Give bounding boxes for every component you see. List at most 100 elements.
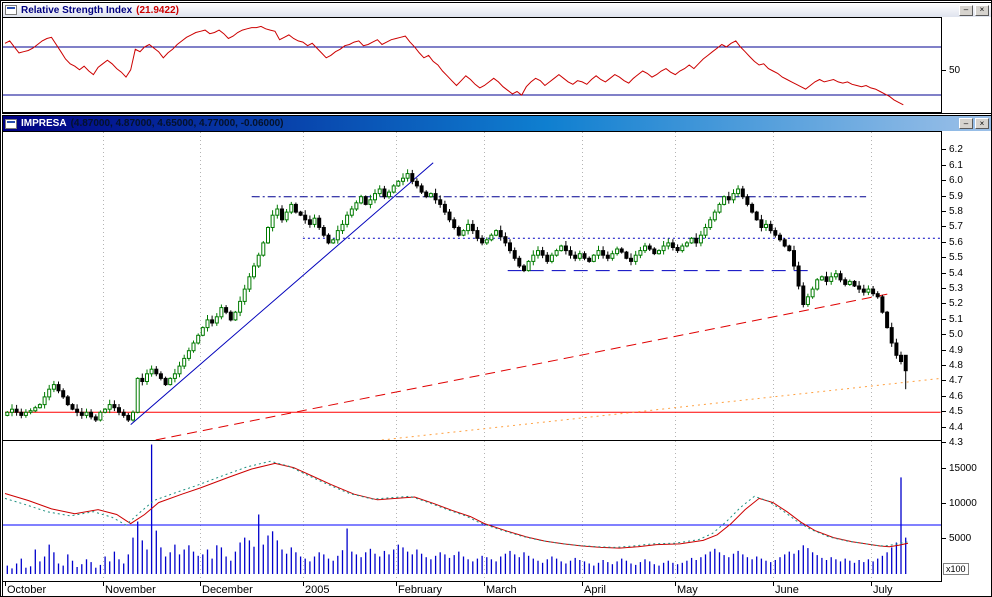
- candle: [889, 327, 894, 344]
- candle: [19, 411, 24, 416]
- price-volume-axis: x100 6.2 6.1 6.0 5.9 5.8 5.7 5.6 5.5 5.4 5.3 5.2 5.…: [942, 116, 991, 596]
- axis-tick: [942, 380, 946, 381]
- candle: [280, 208, 284, 221]
- candle: [252, 265, 256, 278]
- month-label: May: [677, 584, 698, 596]
- candle: [140, 377, 145, 382]
- uptrend-orange-dotted: [377, 377, 941, 440]
- candle: [829, 276, 834, 282]
- candle: [103, 408, 108, 413]
- candle: [317, 217, 322, 228]
- axis-tick: [942, 196, 946, 197]
- close-button[interactable]: ×: [975, 118, 989, 129]
- window-controls: – ×: [959, 4, 989, 16]
- candle: [154, 368, 159, 375]
- price-axis-label: 5.9: [949, 191, 963, 202]
- candle: [652, 248, 657, 255]
- candlestick-chart[interactable]: [3, 132, 941, 440]
- candle: [145, 373, 149, 383]
- x-axis-tick: [582, 582, 583, 586]
- x-axis-tick: [871, 582, 872, 586]
- candle: [843, 279, 848, 285]
- candle: [894, 342, 899, 356]
- candle: [522, 265, 526, 272]
- volume-unit-label: x100: [943, 563, 969, 575]
- month-label: July: [873, 584, 893, 596]
- candle: [587, 257, 592, 262]
- axis-tick: [942, 538, 946, 539]
- candle: [419, 185, 424, 193]
- volume-chart[interactable]: [3, 441, 941, 581]
- candle: [303, 214, 308, 221]
- month-label: November: [105, 584, 156, 596]
- candle: [107, 404, 112, 410]
- candle: [833, 273, 838, 278]
- candle: [517, 257, 522, 267]
- candle: [773, 230, 778, 236]
- candle: [387, 191, 391, 198]
- candle: [126, 414, 131, 421]
- candle: [717, 203, 722, 213]
- x-axis-tick: [396, 582, 397, 586]
- axis-tick: [942, 365, 946, 366]
- candle: [722, 196, 727, 205]
- candle: [135, 377, 140, 413]
- candle: [37, 404, 42, 409]
- axis-tick: [942, 288, 946, 289]
- volume-plot-area[interactable]: [3, 441, 942, 582]
- candle: [824, 276, 829, 282]
- candle: [810, 288, 815, 298]
- candle: [573, 254, 578, 259]
- candle: [405, 173, 410, 179]
- candle: [349, 208, 354, 216]
- impresa-titlebar[interactable]: IMPRESA (4.87000, 4.87000, 4.65000, 4.77…: [3, 116, 991, 131]
- axis-tick: [942, 503, 946, 504]
- candle: [84, 411, 89, 416]
- candle: [228, 311, 233, 321]
- candle: [852, 280, 857, 287]
- candle: [410, 173, 415, 182]
- price-axis-label: 4.4: [949, 422, 963, 433]
- axis-tick: [942, 442, 946, 443]
- candle: [131, 411, 135, 421]
- candle: [605, 254, 610, 259]
- price-axis-label: 5.8: [949, 206, 963, 217]
- window-icon[interactable]: [5, 5, 17, 15]
- candle: [89, 411, 94, 418]
- candle: [661, 245, 666, 252]
- window-icon[interactable]: [5, 118, 17, 129]
- candle: [238, 300, 243, 313]
- rsi-chart[interactable]: [3, 18, 941, 112]
- candle: [396, 180, 401, 187]
- candle: [903, 354, 908, 372]
- candle: [293, 203, 298, 213]
- candle: [536, 250, 540, 256]
- candle: [736, 188, 741, 195]
- minimize-button[interactable]: –: [959, 4, 973, 16]
- rsi-titlebar[interactable]: Relative Strength Index (21.9422) – ×: [3, 3, 991, 17]
- price-plot-area[interactable]: [3, 131, 942, 441]
- candle: [428, 193, 433, 198]
- candle: [568, 250, 573, 256]
- price-axis-label: 4.3: [949, 437, 963, 448]
- candle: [740, 188, 745, 198]
- close-button[interactable]: ×: [975, 4, 989, 16]
- price-axis-label: 6.2: [949, 144, 963, 155]
- candle: [470, 223, 475, 232]
- candle: [172, 373, 177, 379]
- price-axis-label: 4.7: [949, 375, 963, 386]
- candle: [312, 217, 317, 225]
- candle: [494, 230, 499, 236]
- candle: [61, 390, 66, 398]
- rsi-plot-area[interactable]: [3, 17, 942, 113]
- candle: [503, 236, 508, 244]
- candle: [670, 242, 675, 249]
- minimize-button[interactable]: –: [959, 118, 973, 129]
- candle: [321, 227, 326, 236]
- candle: [186, 350, 191, 359]
- candle: [284, 211, 289, 221]
- price-axis-label: 5.2: [949, 298, 963, 309]
- candle: [596, 250, 601, 256]
- candle: [345, 214, 350, 225]
- rsi-indicator-window: Relative Strength Index (21.9422) – × 50: [2, 2, 992, 114]
